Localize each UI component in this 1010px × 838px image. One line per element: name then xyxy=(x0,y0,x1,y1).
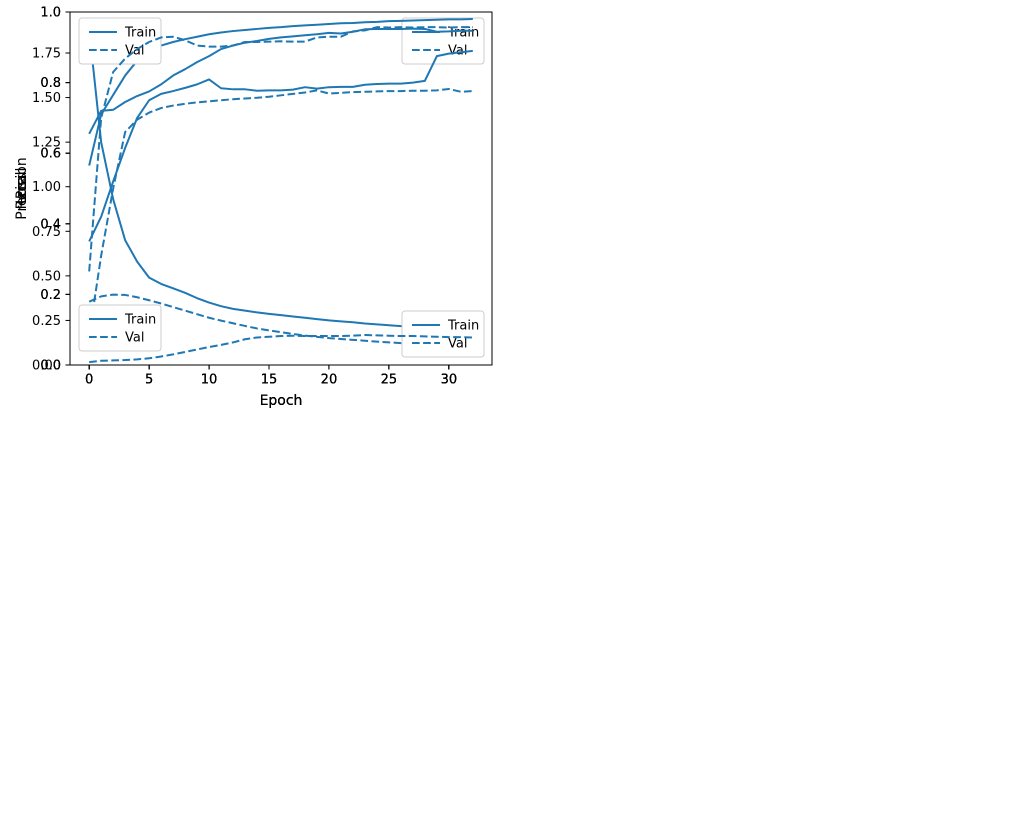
x-tick-label: 10 xyxy=(201,373,218,388)
x-tick-label: 20 xyxy=(321,373,338,388)
y-tick-label: 0.4 xyxy=(40,217,61,232)
legend-val-label: Val xyxy=(448,337,467,352)
recall-train-line xyxy=(88,49,473,242)
y-tick-label: 0.6 xyxy=(40,147,61,162)
x-tick-label: 30 xyxy=(441,373,458,388)
x-tick-label: 10 xyxy=(201,373,218,388)
y-tick-label: 0.6 xyxy=(40,147,61,162)
x-tick-label: 5 xyxy=(145,373,153,388)
prc-legend: Train Val xyxy=(401,310,485,358)
x-tick-label: 30 xyxy=(441,373,458,388)
loss-axes: 0 5 10 15 20 25 30 0.00 0.25 0.50 0.75 1.00 1.25 1.50… xyxy=(14,11,493,409)
y-tick-label: 1.25 xyxy=(32,136,61,151)
prc-xlabel: Epoch xyxy=(260,393,303,409)
x-tick-label: 20 xyxy=(321,373,338,388)
legend-train-label: Train xyxy=(447,26,479,41)
precision-chart: 0 5 10 15 20 25 30 0.0 0.2 0.4 0.6 0.8 1.0 Epoch Preci… xyxy=(14,6,493,409)
x-tick-label: 0 xyxy=(85,373,93,388)
x-tick-label: 15 xyxy=(261,373,278,388)
x-tick-label: 15 xyxy=(261,373,278,388)
x-tick-label: 30 xyxy=(441,373,458,388)
y-tick-label: 0.0 xyxy=(40,359,61,374)
precision-xlabel: Epoch xyxy=(260,393,303,409)
legend-val-label: Val xyxy=(125,331,144,346)
recall-val-line xyxy=(88,26,473,272)
prc-ylabel: Prc xyxy=(14,178,30,199)
recall-legend: Train Val xyxy=(78,304,162,352)
prc-chart: 0 5 10 15 20 25 30 0.0 0.2 0.4 0.6 0.8 1.0 Epoch Prc Tr… xyxy=(14,6,493,409)
x-tick-label: 20 xyxy=(321,373,338,388)
legend-box xyxy=(78,304,162,352)
precision-train-line xyxy=(88,27,473,135)
x-tick-label: 25 xyxy=(381,373,398,388)
x-tick-label: 5 xyxy=(145,373,153,388)
recall-plot-border xyxy=(69,11,493,366)
y-tick-label: 1.75 xyxy=(32,47,61,62)
y-tick-label: 0.2 xyxy=(40,288,61,303)
y-tick-label: 0.50 xyxy=(32,269,61,284)
x-tick-label: 15 xyxy=(261,373,278,388)
y-tick-label: 0.75 xyxy=(32,225,61,240)
y-tick-label: 1.00 xyxy=(32,180,61,195)
y-tick-label: 1.50 xyxy=(32,91,61,106)
x-tick-label: 0 xyxy=(85,373,93,388)
recall-series xyxy=(88,26,473,272)
legend-train-label: Train xyxy=(124,313,156,328)
y-tick-label: 0.0 xyxy=(40,359,61,374)
y-tick-label: 1.0 xyxy=(40,6,61,21)
y-tick-label: 0.00 xyxy=(32,359,61,374)
x-tick-label: 25 xyxy=(381,373,398,388)
y-tick-label: 0.0 xyxy=(40,359,61,374)
x-tick-label: 30 xyxy=(441,373,458,388)
x-tick-label: 25 xyxy=(381,373,398,388)
legend-box xyxy=(401,310,485,358)
x-tick-label: 0 xyxy=(85,373,93,388)
x-tick-label: 15 xyxy=(261,373,278,388)
loss-xlabel: Epoch xyxy=(260,393,303,409)
y-tick-label: 1.0 xyxy=(40,6,61,21)
y-tick-label: 0.25 xyxy=(32,314,61,329)
legend-train-label: Train xyxy=(447,319,479,334)
x-tick-label: 10 xyxy=(201,373,218,388)
precision-series xyxy=(88,27,473,364)
legend-val-label: Val xyxy=(448,44,467,59)
y-tick-label: 1.0 xyxy=(40,6,61,21)
y-tick-label: 0.8 xyxy=(40,76,61,91)
x-tick-label: 25 xyxy=(381,373,398,388)
recall-xlabel: Epoch xyxy=(260,393,303,409)
y-tick-label: 0.2 xyxy=(40,288,61,303)
loss-ylabel: Loss xyxy=(14,173,30,204)
x-tick-label: 10 xyxy=(201,373,218,388)
legend-train-label: Train xyxy=(124,26,156,41)
precision-ylabel: Precision xyxy=(14,157,30,219)
recall-axes: 0 5 10 15 20 25 30 0.0 0.2 0.4 0.6 0.8 1.0 Epoch Recal… xyxy=(14,6,493,409)
prc-val-line xyxy=(88,87,473,336)
recall-chart: 0 5 10 15 20 25 30 0.0 0.2 0.4 0.6 0.8 1.0 Epoch Recal… xyxy=(14,6,493,409)
x-tick-label: 5 xyxy=(145,373,153,388)
y-tick-label: 0.4 xyxy=(40,217,61,232)
y-tick-label: 0.8 xyxy=(40,76,61,91)
y-tick-label: 0.6 xyxy=(40,147,61,162)
precision-val-line xyxy=(89,334,473,364)
x-tick-label: 20 xyxy=(321,373,338,388)
y-tick-label: 0.4 xyxy=(40,217,61,232)
y-tick-label: 0.8 xyxy=(40,76,61,91)
recall-ylabel: Recall xyxy=(14,168,30,210)
x-tick-label: 5 xyxy=(145,373,153,388)
y-tick-label: 0.2 xyxy=(40,288,61,303)
x-tick-label: 0 xyxy=(85,373,93,388)
